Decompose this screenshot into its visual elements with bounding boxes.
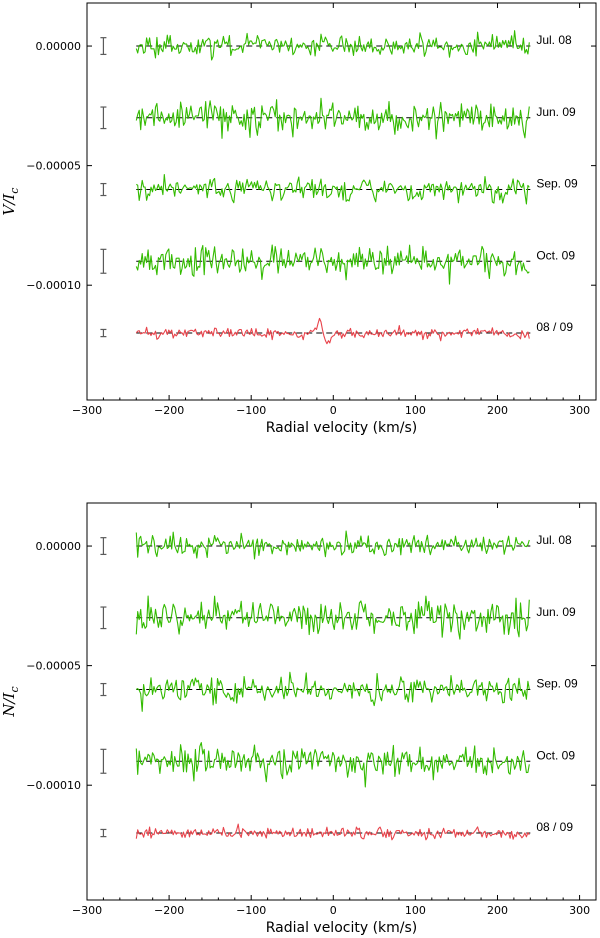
x-tick-label: −200 — [154, 904, 184, 917]
series-oct-09: Oct. 09 — [100, 742, 575, 788]
series-label: Jun. 09 — [536, 605, 576, 619]
series-label: 08 / 09 — [536, 820, 573, 834]
profile-line — [135, 530, 530, 560]
y-tick-label: −0.00005 — [26, 160, 81, 173]
x-tick-label: −300 — [72, 904, 102, 917]
series-jul-08: Jul. 08 — [100, 30, 572, 61]
profile-line — [136, 671, 530, 712]
x-tick-label: 100 — [405, 904, 426, 917]
x-tick-label: −300 — [72, 404, 102, 417]
profile-line — [135, 97, 530, 140]
x-tick-label: 200 — [487, 904, 508, 917]
axes-frame — [86, 502, 597, 901]
y-tick-label: 0.00000 — [36, 540, 82, 553]
series-label: Sep. 09 — [536, 677, 578, 691]
x-tick-label: −100 — [236, 904, 266, 917]
x-tick-label: −100 — [236, 404, 266, 417]
y-axis-label-subscript: c — [8, 188, 21, 194]
series-jun-09: Jun. 09 — [100, 97, 576, 140]
profile-line — [135, 317, 530, 345]
y-axis-label: N/Ic — [0, 686, 21, 717]
x-tick-label: 0 — [330, 404, 337, 417]
series-label: Jul. 08 — [536, 33, 572, 47]
profile-line — [135, 823, 530, 841]
y-axis-label-subscript: c — [8, 686, 21, 692]
profile-line — [135, 595, 530, 640]
panel-bottom: −300 −200 −100 0 100 200 300 0.00000 −0.00005 −0.… — [0, 502, 597, 936]
series-sep-09: Sep. 09 — [100, 173, 578, 205]
panel-top: −300 −200 −100 0 100 200 300 0.00000 −0.00005 −0.… — [0, 2, 597, 436]
x-tick-label: 100 — [405, 404, 426, 417]
series-jul-08: Jul. 08 — [100, 530, 572, 560]
y-tick-label: 0.00000 — [36, 40, 82, 53]
x-axis-label: Radial velocity (km/s) — [266, 920, 418, 936]
series-jun-09: Jun. 09 — [100, 595, 576, 640]
series-label: 08 / 09 — [536, 320, 573, 334]
series-label: Jun. 09 — [536, 105, 576, 119]
series-08-09: 08 / 09 — [100, 317, 573, 345]
axes-frame — [86, 2, 597, 401]
series-sep-09: Sep. 09 — [100, 671, 578, 712]
y-tick-label: −0.00010 — [26, 279, 81, 292]
series-oct-09: Oct. 09 — [100, 244, 575, 285]
y-tick-label: −0.00010 — [26, 779, 81, 792]
profile-line — [136, 173, 530, 205]
x-tick-label: 0 — [330, 904, 337, 917]
series-label: Jul. 08 — [536, 533, 572, 547]
x-tick-label: 300 — [569, 404, 590, 417]
series-label: Oct. 09 — [536, 748, 575, 762]
profile-line — [135, 244, 530, 285]
profile-line — [135, 742, 530, 788]
y-axis-label: V/Ic — [0, 188, 21, 216]
x-tick-label: 200 — [487, 404, 508, 417]
y-tick-label: −0.00005 — [26, 660, 81, 673]
x-tick-label: 300 — [569, 904, 590, 917]
x-axis-label: Radial velocity (km/s) — [266, 420, 418, 436]
series-08-09: 08 / 09 — [100, 820, 573, 841]
profile-line — [135, 30, 530, 61]
x-tick-label: −200 — [154, 404, 184, 417]
series-label: Oct. 09 — [536, 248, 575, 262]
series-label: Sep. 09 — [536, 177, 578, 191]
